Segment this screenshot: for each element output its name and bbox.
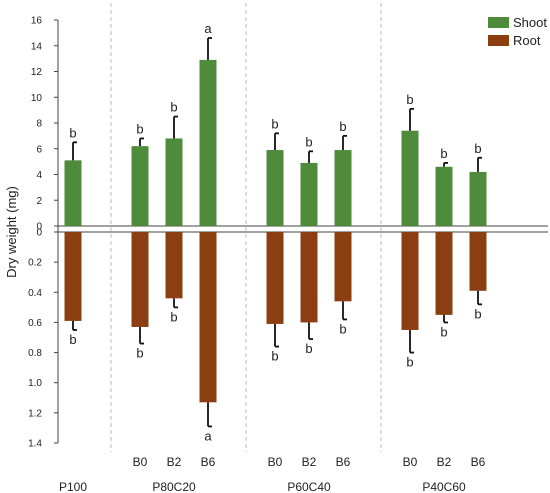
shoot-significance-letter: b: [305, 134, 312, 149]
shoot-tick-label: 8: [36, 119, 42, 130]
shoot-tick-label: 6: [36, 144, 42, 155]
root-tick-label: 0.8: [28, 348, 42, 359]
root-tick-label: 0.4: [28, 288, 42, 299]
root-bar: [469, 232, 487, 291]
root-tick-label: 1.4: [28, 439, 42, 450]
root-bar: [435, 232, 453, 315]
root-bar: [334, 232, 352, 302]
group-label: P100: [59, 480, 87, 493]
shoot-significance-letter: b: [474, 141, 481, 156]
significance-letters: b b b b b b a a b b b b b b b b b b b b: [69, 21, 481, 443]
group-label: P40C60: [422, 480, 466, 493]
shoot-bar: [334, 150, 352, 226]
subcategory-label: B6: [201, 455, 216, 469]
group-label: P80C20: [152, 480, 196, 493]
shoot-bar: [469, 171, 487, 226]
shoot-significance-letter: b: [406, 92, 413, 107]
category-labels: P100 B0 B2 B6 P80C20 B0 B2 B6 P60C40 B0 B2 B6 P40C60: [59, 455, 486, 493]
root-axis-ticks: 0 0.2 0.4 0.6 0.8 1.0 1.2 1.4: [28, 228, 58, 450]
shoot-bar: [165, 138, 183, 226]
shoot-significance-letter: b: [69, 125, 76, 140]
shoot-bar: [266, 150, 284, 226]
subcategory-label: B2: [302, 455, 317, 469]
shoot-significance-letter: b: [136, 121, 143, 136]
subcategory-label: B6: [471, 455, 486, 469]
root-tick-label: 1.0: [28, 378, 42, 389]
root-bar: [64, 232, 82, 321]
shoot-significance-letter: b: [339, 119, 346, 134]
legend-swatch-shoot: [488, 17, 509, 28]
root-significance-letter: b: [170, 309, 177, 324]
root-bar: [165, 232, 183, 299]
legend-label-root: Root: [513, 33, 541, 48]
root-significance-letter: a: [204, 428, 212, 443]
error-bars: [72, 37, 482, 428]
bars: [64, 59, 487, 403]
shoot-tick-label: 0: [36, 222, 42, 233]
shoot-axis-ticks: 0 2 4 6 8 10 12 14 16: [31, 16, 58, 233]
root-significance-letter: b: [305, 341, 312, 356]
shoot-tick-label: 2: [36, 196, 42, 207]
shoot-bar: [435, 166, 453, 226]
shoot-bar: [199, 59, 217, 226]
root-significance-letter: b: [440, 324, 447, 339]
root-bar: [300, 232, 318, 323]
root-significance-letter: b: [474, 306, 481, 321]
root-tick-label: 1.2: [28, 408, 42, 419]
shoot-bar: [300, 162, 318, 226]
legend-label-shoot: Shoot: [513, 15, 547, 30]
root-bar: [199, 232, 217, 403]
legend: Shoot Root: [488, 15, 547, 48]
shoot-bar: [401, 130, 419, 226]
subcategory-label: B0: [403, 455, 418, 469]
root-bar: [266, 232, 284, 324]
root-bar: [401, 232, 419, 330]
shoot-tick-label: 10: [31, 93, 43, 104]
shoot-significance-letter: a: [204, 21, 212, 36]
legend-swatch-root: [488, 35, 509, 46]
root-tick-label: 0.6: [28, 318, 42, 329]
shoot-tick-label: 16: [31, 16, 43, 27]
subcategory-label: B6: [336, 455, 351, 469]
root-significance-letter: b: [69, 332, 76, 347]
subcategory-label: B2: [167, 455, 182, 469]
shoot-significance-letter: b: [440, 146, 447, 161]
shoot-tick-label: 4: [36, 170, 42, 181]
shoot-bar: [64, 160, 82, 226]
root-significance-letter: b: [136, 346, 143, 361]
y-axis-label: Dry weight (mg): [4, 186, 19, 278]
subcategory-label: B0: [268, 455, 283, 469]
shoot-tick-label: 14: [31, 41, 43, 52]
subcategory-label: B0: [133, 455, 148, 469]
shoot-tick-label: 12: [31, 67, 43, 78]
root-significance-letter: b: [406, 355, 413, 370]
shoot-significance-letter: b: [170, 100, 177, 115]
group-label: P60C40: [287, 480, 331, 493]
root-significance-letter: b: [339, 321, 346, 336]
root-tick-label: 0: [36, 228, 42, 239]
root-bar: [131, 232, 149, 327]
shoot-significance-letter: b: [271, 116, 278, 131]
shoot-bar: [131, 146, 149, 226]
subcategory-label: B2: [437, 455, 452, 469]
root-tick-label: 0.2: [28, 258, 42, 269]
axes: [57, 20, 548, 443]
group-separators: [110, 3, 382, 452]
root-significance-letter: b: [271, 349, 278, 364]
